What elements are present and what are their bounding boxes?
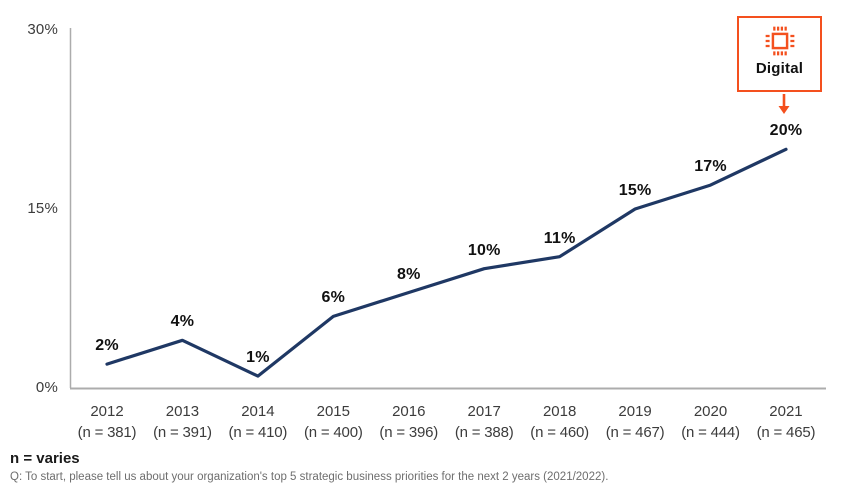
arrow-down-icon	[778, 106, 790, 114]
data-point-label: 17%	[694, 158, 727, 176]
x-tick-year: 2012	[90, 403, 124, 420]
data-point-label: 1%	[246, 349, 270, 367]
x-tick-sample-size: (n = 400)	[303, 424, 363, 441]
x-tick-year: 2021	[769, 403, 803, 420]
data-point-label: 4%	[170, 313, 195, 331]
x-tick-year: 2016	[392, 403, 426, 420]
data-point-label: 20%	[769, 122, 803, 140]
x-tick-sample-size: (n = 444)	[681, 424, 740, 441]
x-tick-year: 2019	[618, 403, 652, 420]
x-tick-sample-size: (n = 467)	[605, 424, 665, 441]
x-tick-year: 2014	[241, 403, 275, 420]
footnote-n-varies: n = varies	[10, 450, 80, 467]
x-tick-sample-size: (n = 391)	[153, 424, 212, 441]
y-tick-label: 30%	[27, 21, 58, 38]
y-tick-label: 0%	[35, 379, 58, 396]
data-point-label: 11%	[543, 229, 576, 247]
digital-trend-line	[105, 147, 788, 378]
x-tick-sample-size: (n = 410)	[228, 424, 288, 441]
x-tick-sample-size: (n = 465)	[756, 424, 816, 441]
x-tick-year: 2018	[542, 403, 577, 420]
y-tick-label: 15%	[27, 200, 58, 217]
data-point-label: 6%	[321, 289, 346, 307]
x-tick-year: 2015	[316, 403, 350, 420]
data-point-label: 10%	[467, 241, 501, 259]
x-tick-sample-size: (n = 388)	[454, 424, 514, 441]
footnote-question: Q: To start, please tell us about your o…	[10, 471, 609, 483]
x-tick-year: 2020	[693, 403, 728, 420]
data-point-label: 8%	[396, 265, 421, 283]
digital-callout: Digital	[737, 16, 822, 92]
x-tick-year: 2013	[165, 403, 200, 420]
x-tick-sample-size: (n = 460)	[530, 424, 589, 441]
x-tick-sample-size: (n = 381)	[77, 424, 137, 441]
data-point-label: 15%	[618, 182, 652, 199]
data-point-label: 2%	[95, 337, 119, 355]
digital-callout-label: Digital	[755, 60, 804, 77]
chip-icon	[765, 26, 794, 56]
x-tick-sample-size: (n = 396)	[379, 424, 439, 441]
x-tick-year: 2017	[467, 403, 501, 420]
